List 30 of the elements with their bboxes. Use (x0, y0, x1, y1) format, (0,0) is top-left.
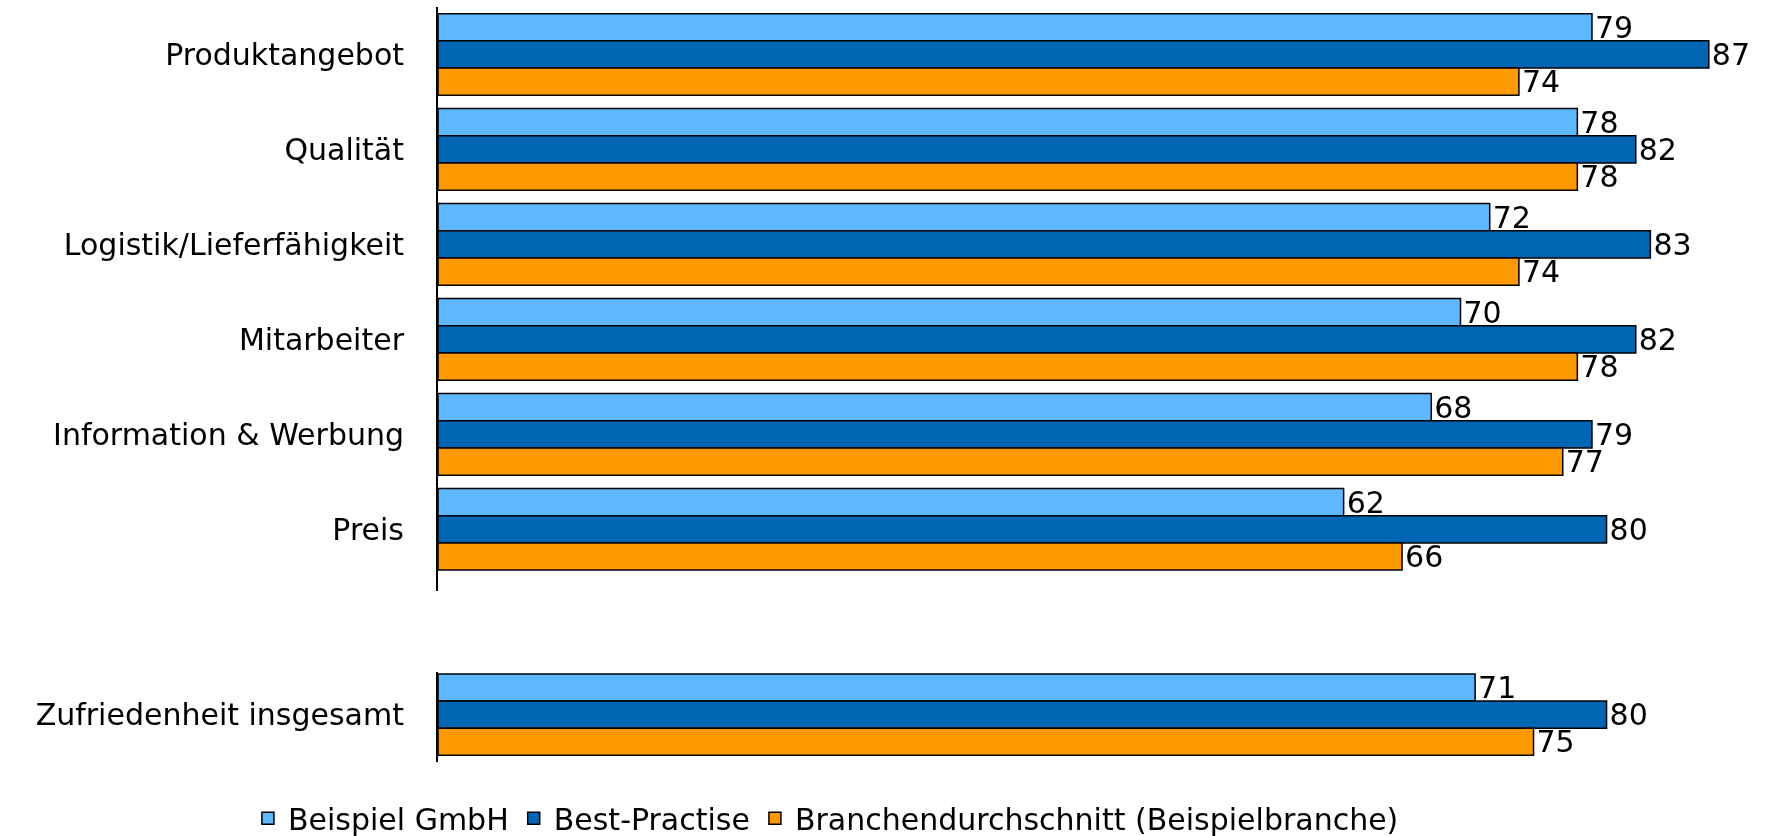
data-label: 72 (1492, 199, 1531, 235)
data-label: 80 (1609, 697, 1648, 733)
data-label: 80 (1609, 511, 1648, 547)
data-label: 71 (1478, 669, 1517, 705)
data-label: 79 (1594, 9, 1634, 45)
data-label: 74 (1521, 254, 1561, 290)
data-label: 74 (1521, 64, 1561, 100)
data-label: 62 (1346, 484, 1385, 520)
data-label: 87 (1711, 36, 1750, 72)
data-label: 82 (1638, 321, 1677, 357)
y-tick-label: Produktangebot (165, 36, 405, 72)
legend-label: Beispiel GmbH (287, 801, 509, 836)
data-label: 77 (1565, 444, 1604, 480)
legend-label: Branchendurchschnitt (Beispielbranche) (794, 801, 1399, 836)
y-tick-label: Preis (332, 511, 404, 547)
data-label: 70 (1463, 294, 1502, 330)
data-label: 78 (1580, 159, 1619, 195)
legend-label: Best-Practise (553, 801, 750, 836)
y-tick-label: Logistik/Lieferfähigkeit (63, 226, 405, 262)
y-tick-label: Zufriedenheit insgesamt (35, 697, 405, 733)
data-label: 66 (1405, 539, 1444, 574)
y-tick-label: Information & Werbung (53, 416, 404, 452)
data-label: 68 (1434, 389, 1473, 425)
data-label: 82 (1638, 131, 1677, 167)
data-label: 78 (1580, 104, 1619, 140)
data-label: 75 (1536, 724, 1575, 760)
data-label: 83 (1653, 226, 1692, 262)
data-label: 78 (1580, 349, 1619, 385)
y-tick-label: Mitarbeiter (238, 321, 405, 357)
y-tick-label: Qualität (284, 131, 405, 167)
